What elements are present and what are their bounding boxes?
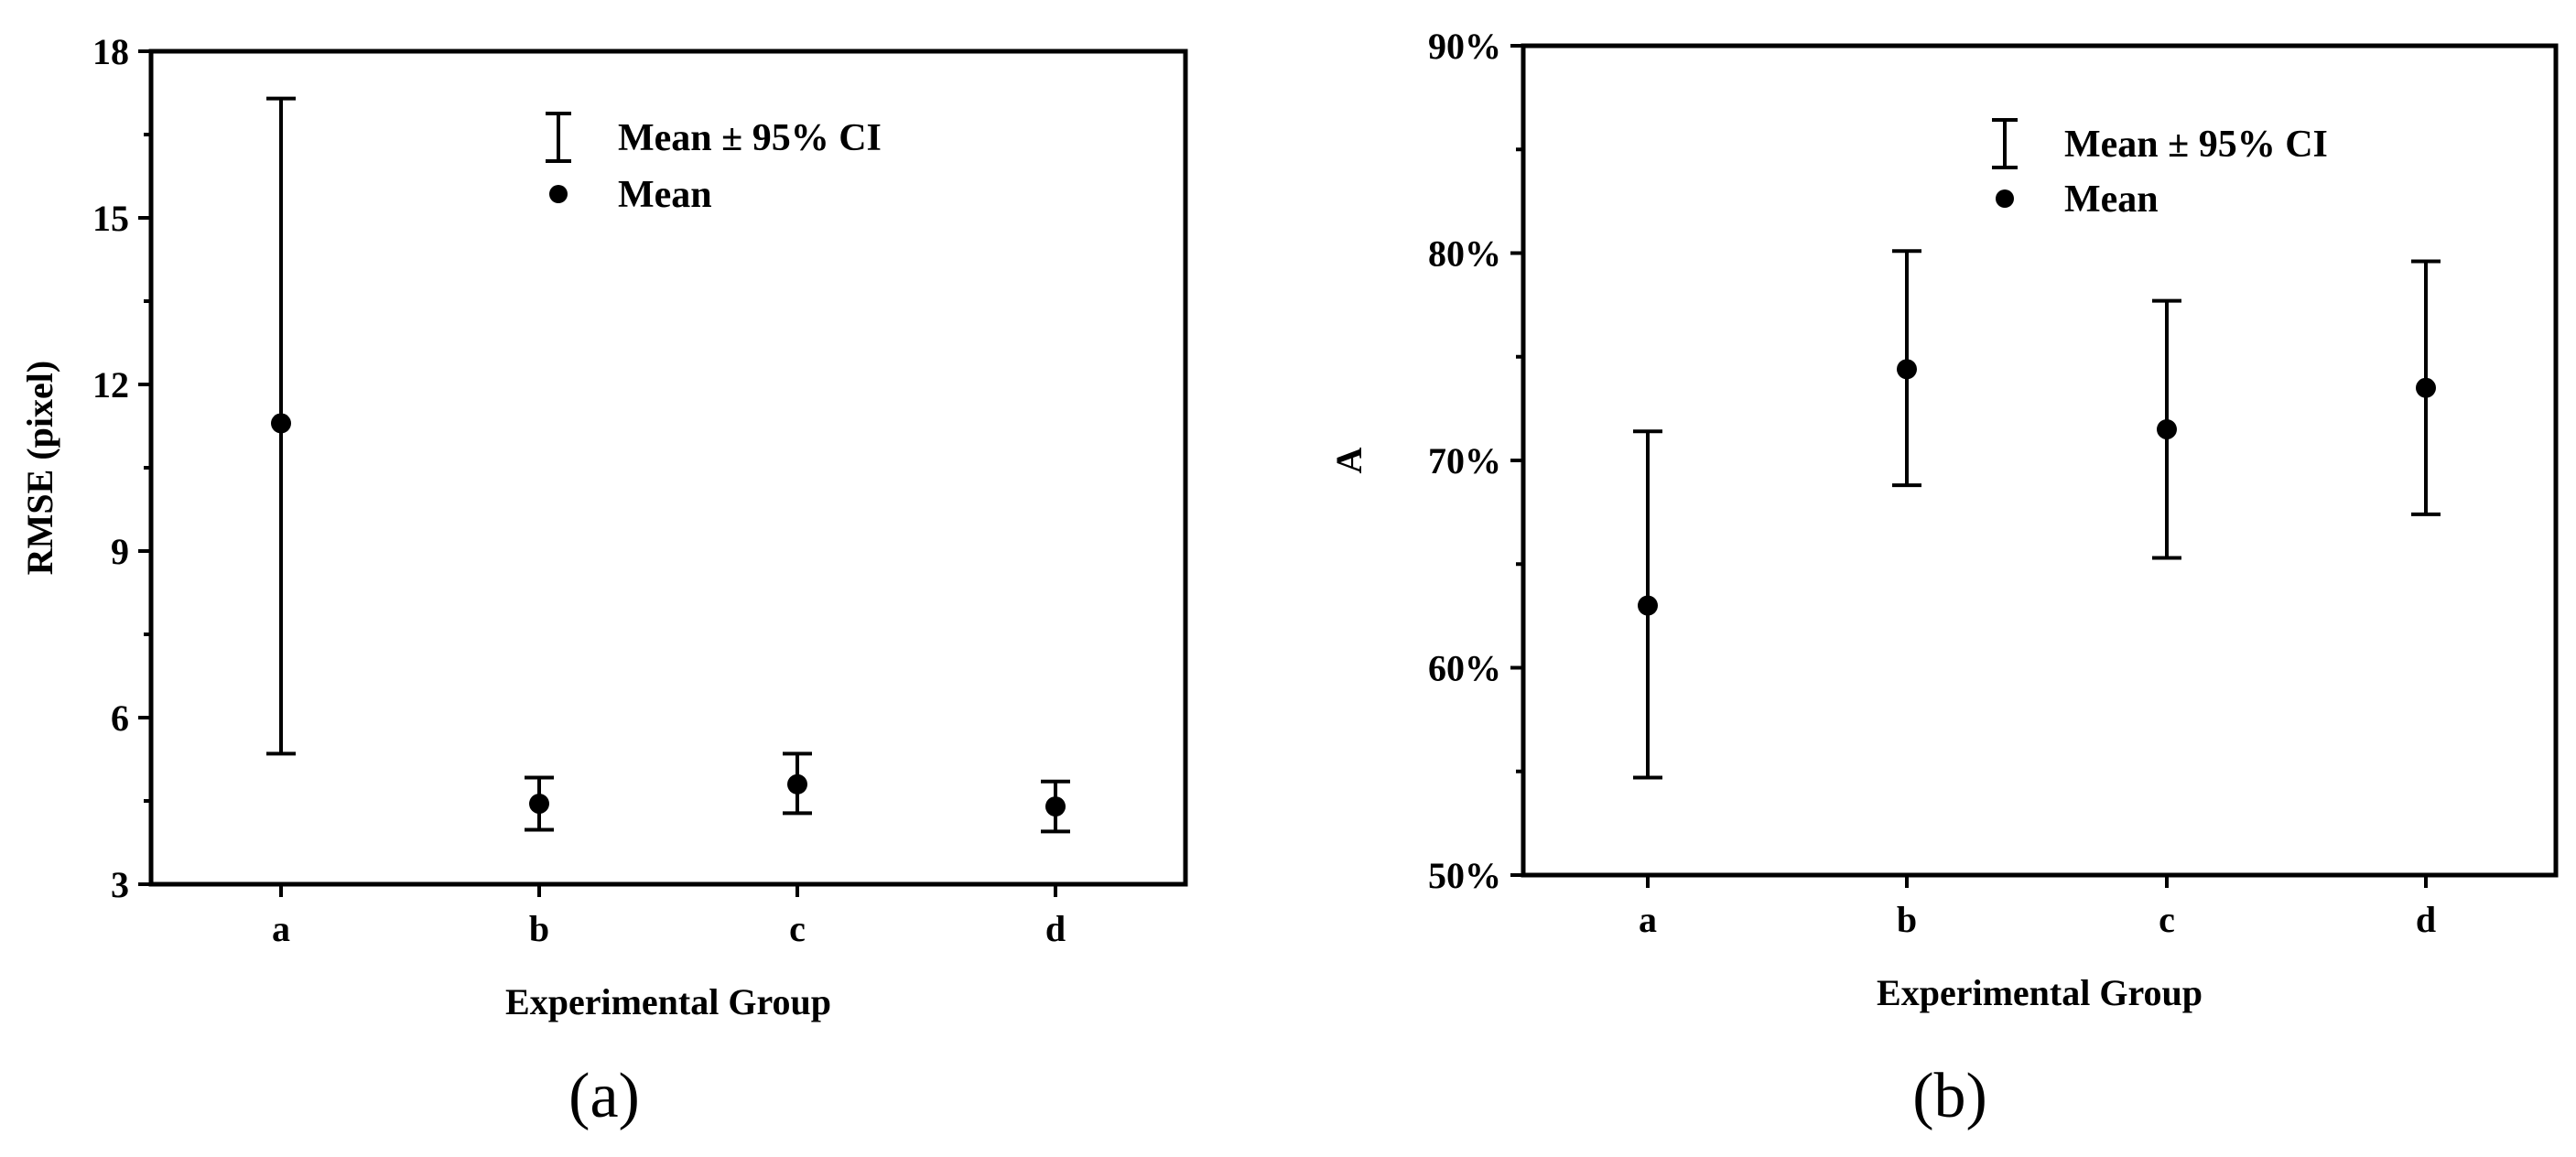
plot-frame [1521,43,2559,878]
y-tick-label: 60% [1428,648,1501,689]
y-tick-label: 3 [111,864,129,905]
mean-point-d [1045,796,1066,817]
x-tick-label: c [789,908,806,949]
x-tick-label: b [529,908,549,949]
y-tick-label: 80% [1428,233,1501,275]
legend: Mean ± 95% CI Mean [1992,118,2328,221]
x-tick-label: d [2416,899,2436,940]
chart-b: 50% 60% 70% 80% 90% a b c d Experimental Group A Me… [1328,26,2559,1013]
legend: Mean ± 95% CI Mean [546,112,882,216]
mean-point-a [271,413,291,434]
legend-label-ci: Mean ± 95% CI [2064,124,2328,166]
legend-mean-icon [549,185,568,203]
y-tick-label: 9 [111,531,129,572]
y-axis-title: RMSE (pixel) [19,361,60,575]
y-tick-label: 50% [1428,855,1501,896]
legend-label-mean: Mean [2064,178,2159,221]
y-axis-title: A [1328,447,1369,473]
x-tick-label: a [272,908,290,949]
mean-point-b [1897,359,1917,380]
x-tick-label: c [2159,899,2175,940]
mean-point-a [1638,595,1658,616]
y-tick-label: 12 [92,364,129,405]
chart-a: 3 6 9 12 15 18 a b c d Experimental Group RMSE (pix… [19,31,1188,1022]
x-tick-label: b [1897,899,1917,940]
mean-point-b [529,794,549,815]
x-axis-title: Experimental Group [1877,972,2203,1013]
panel-label-b: (b) [1912,1061,1987,1131]
mean-point-c [787,773,807,795]
x-tick-label: d [1045,908,1066,949]
panel-label-a: (a) [568,1061,640,1131]
legend-label-ci: Mean ± 95% CI [618,117,882,159]
y-tick-label: 15 [92,198,129,239]
mean-point-c [2157,419,2177,440]
legend-mean-icon [1996,189,2014,208]
y-tick-label: 18 [92,31,129,72]
y-tick-label: 90% [1428,26,1501,67]
mean-point-d [2416,377,2436,398]
legend-label-mean: Mean [618,174,712,216]
x-tick-label: a [1639,899,1657,940]
y-tick-label: 70% [1428,440,1501,481]
y-tick-label: 6 [111,697,129,739]
x-axis-title: Experimental Group [505,981,831,1022]
